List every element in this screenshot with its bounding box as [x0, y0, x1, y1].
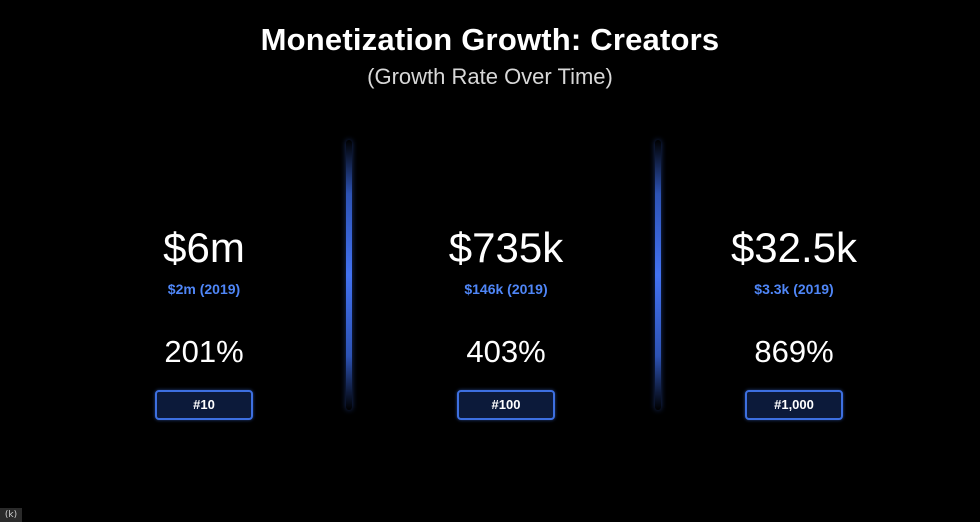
column-divider [655, 140, 661, 410]
baseline-earnings: $3.3k (2019) [754, 281, 834, 297]
stat-column-top-1000: $32.5k $3.3k (2019) 869% #1,000 [644, 222, 944, 420]
baseline-earnings: $2m (2019) [167, 281, 241, 297]
logo-mark-icon: (k) [0, 508, 22, 522]
slide-title: Monetization Growth: Creators [260, 22, 720, 57]
current-earnings: $735k [448, 224, 564, 271]
growth-rate: 403% [466, 334, 546, 369]
rank-badge: #10 [155, 390, 253, 420]
stat-column-top-10: $6m $2m (2019) 201% #10 [54, 222, 354, 420]
slide-subtitle: (Growth Rate Over Time) [367, 64, 613, 89]
current-earnings: $6m [163, 224, 245, 271]
growth-rate: 869% [754, 334, 834, 369]
rank-badge: #100 [457, 390, 555, 420]
baseline-earnings: $146k (2019) [464, 281, 548, 297]
column-divider [346, 140, 352, 410]
rank-badge: #1,000 [745, 390, 843, 420]
current-earnings: $32.5k [730, 224, 858, 271]
growth-rate: 201% [164, 334, 244, 369]
stat-column-top-100: $735k $146k (2019) 403% #100 [356, 222, 656, 420]
